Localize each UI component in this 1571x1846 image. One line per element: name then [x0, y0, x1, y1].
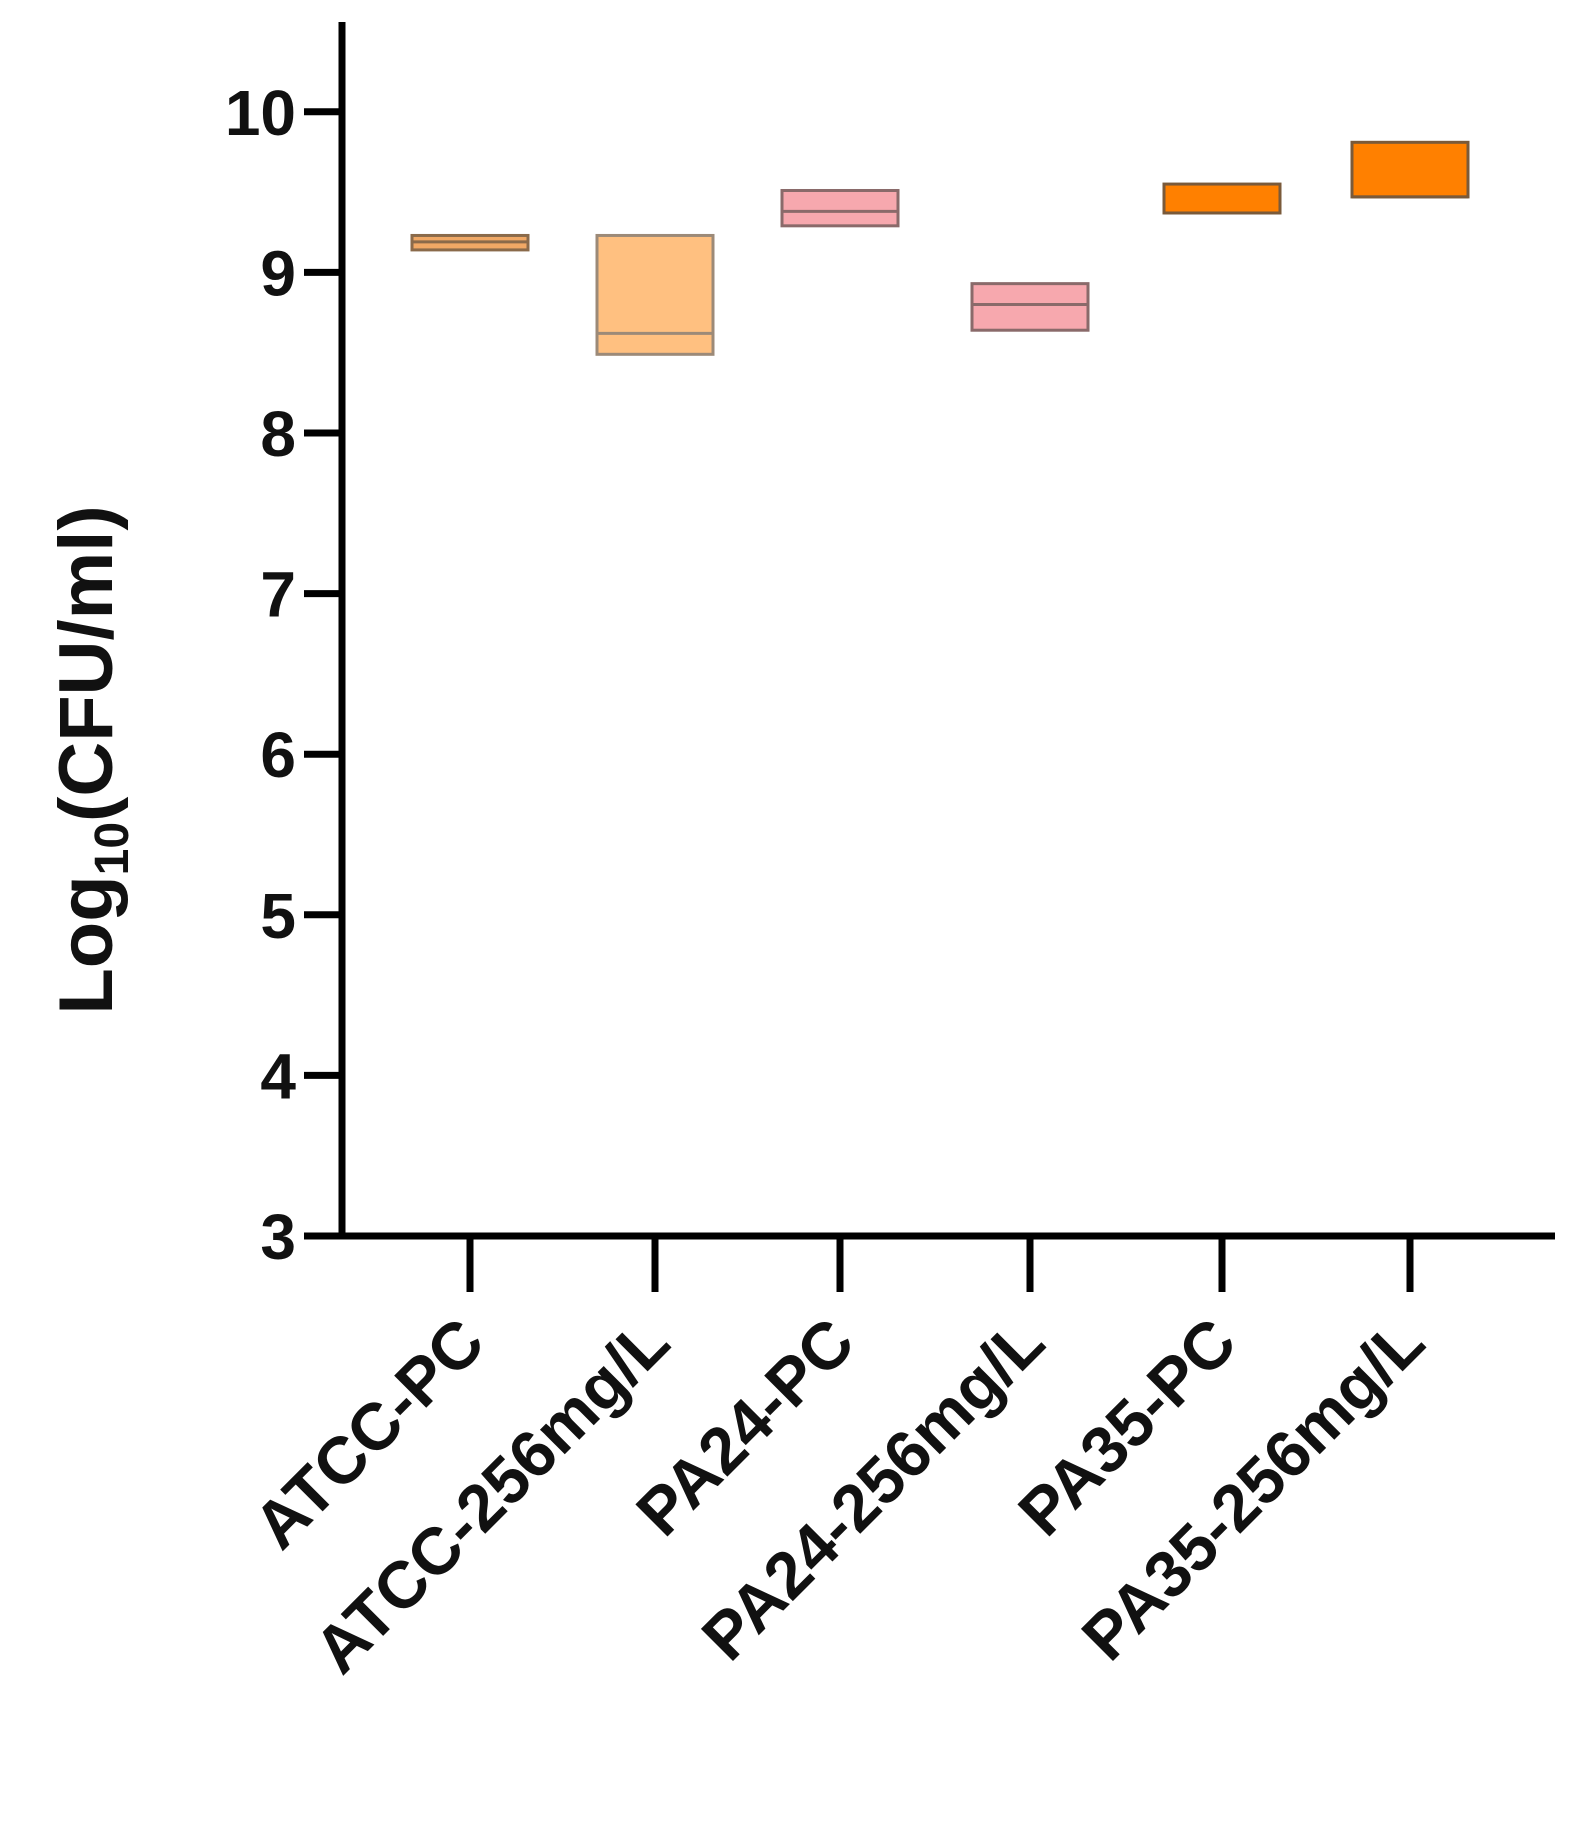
box-5 — [1350, 140, 1470, 199]
y-tick-label: 4 — [260, 1040, 296, 1112]
box-2 — [780, 188, 900, 228]
y-tick-label: 6 — [260, 719, 296, 791]
y-axis-label: Log10(CFU/ml) — [44, 505, 139, 1014]
y-axis: 3 4 5 6 7 8 9 10 — [225, 22, 346, 1273]
box-4 — [1162, 182, 1282, 215]
y-tick-label: 8 — [260, 398, 296, 470]
x-tick-label: PA35-256mg/L — [1067, 1304, 1437, 1674]
y-tick-label: 10 — [225, 77, 296, 149]
box-series — [410, 140, 1470, 356]
x-axis: ATCC-PCATCC-256mg/LPA24-PCPA24-256mg/LPA… — [239, 1232, 1555, 1687]
y-tick-label: 7 — [260, 559, 296, 631]
box-3 — [970, 282, 1090, 332]
y-tick-label: 3 — [260, 1201, 296, 1273]
y-tick-label: 9 — [260, 237, 296, 309]
y-tick-label: 5 — [260, 880, 296, 952]
box-1 — [595, 233, 715, 356]
x-tick-label: PA24-256mg/L — [687, 1304, 1057, 1674]
